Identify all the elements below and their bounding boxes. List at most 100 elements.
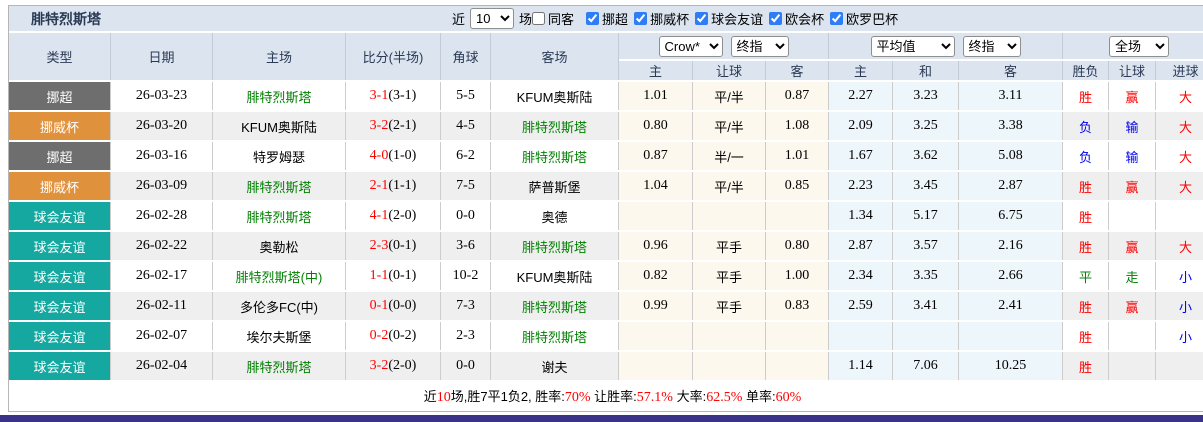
- ah-away-odds: 1.08: [766, 112, 830, 140]
- league-label: 球会友谊: [711, 12, 764, 27]
- eu-home-odds: 2.09: [829, 112, 894, 140]
- ah-away-odds: 0.87: [766, 82, 830, 110]
- score: 0-1(0-0): [346, 292, 441, 320]
- matches-tbody: 挪超 26-03-23 腓特烈斯塔 3-1(3-1) 5-5 KFUM奥斯陆 1.01 平/半…: [9, 82, 1203, 380]
- league-badge: 挪超: [9, 142, 111, 170]
- score: 4-1(2-0): [346, 202, 441, 230]
- score-fulltime: 2-1: [369, 178, 389, 193]
- eu-away-odds: 10.25: [959, 352, 1064, 380]
- result-scope-select[interactable]: 全场: [1109, 35, 1170, 57]
- ah-home-odds: 0.80: [619, 112, 693, 140]
- stat-value: 62.5%: [706, 389, 743, 405]
- league-badge: 球会友谊: [9, 232, 111, 260]
- result-wdl: 胜: [1063, 352, 1110, 380]
- away-team: 腓特烈斯塔: [491, 322, 619, 350]
- league-filter-2[interactable]: 球会友谊: [695, 9, 763, 28]
- league-filter-0[interactable]: 挪超: [586, 9, 628, 28]
- match-row: 挪超 26-03-23 腓特烈斯塔 3-1(3-1) 5-5 KFUM奥斯陆 1.01 平/半…: [9, 82, 1203, 110]
- match-date: 26-02-17: [111, 262, 213, 290]
- eu-away-odds: 5.08: [959, 142, 1064, 170]
- ah-line: 平/半: [693, 112, 766, 140]
- result-handicap: 输: [1109, 112, 1157, 140]
- ah-away-odds: [766, 202, 830, 230]
- home-team: 腓特烈斯塔: [213, 172, 346, 200]
- sub-header-goals: 进球: [1156, 61, 1203, 80]
- asian-odds-time-select[interactable]: 终指: [730, 35, 789, 57]
- stat-label: 单率:: [742, 388, 776, 404]
- ah-home-odds: [619, 202, 693, 230]
- sub-header-ah-line: 让球: [693, 61, 766, 80]
- result-handicap: [1109, 352, 1157, 380]
- league-checkbox[interactable]: [695, 12, 709, 25]
- league-filter-1[interactable]: 挪威杯: [634, 9, 689, 28]
- league-badge: 挪威杯: [9, 112, 111, 140]
- ah-away-odds: 1.01: [766, 142, 830, 170]
- ah-away-odds: [766, 352, 830, 380]
- corners: 4-5: [441, 112, 491, 140]
- ah-home-odds: 1.04: [619, 172, 693, 200]
- away-team: 腓特烈斯塔: [491, 292, 619, 320]
- team-stats-panel: 腓特烈斯塔 近 10 场 同客 挪超 挪威杯 球会友谊 欧会杯 欧罗巴杯: [8, 5, 1203, 412]
- same-away-checkbox[interactable]: [532, 12, 546, 25]
- result-wdl: 负: [1063, 112, 1110, 140]
- result-handicap: 赢: [1109, 232, 1157, 260]
- league-filter-3[interactable]: 欧会杯: [769, 9, 824, 28]
- match-row: 球会友谊 26-02-28 腓特烈斯塔 4-1(2-0) 0-0 奥德 1.34 5.17 6.…: [9, 202, 1203, 230]
- ah-home-odds: 0.82: [619, 262, 693, 290]
- corners: 3-6: [441, 232, 491, 260]
- score-halftime: (2-0): [388, 358, 417, 373]
- score-fulltime: 3-2: [369, 358, 389, 373]
- ah-away-odds: 0.83: [766, 292, 830, 320]
- corners: 0-0: [441, 352, 491, 380]
- asian-odds-source-select[interactable]: Crow*: [658, 35, 723, 57]
- result-handicap: 赢: [1109, 292, 1157, 320]
- eu-home-odds: 1.67: [829, 142, 894, 170]
- eu-home-odds: 1.14: [829, 352, 894, 380]
- sub-header-result: 胜负: [1063, 61, 1110, 80]
- result-goals: 小: [1156, 292, 1203, 320]
- filter-controls: 近 10 场 同客 挪超 挪威杯 球会友谊 欧会杯 欧罗巴杯: [452, 6, 898, 31]
- eu-home-odds: 2.27: [829, 82, 894, 110]
- match-row: 球会友谊 26-02-17 腓特烈斯塔(中) 1-1(0-1) 10-2 KFUM奥斯陆 0…: [9, 262, 1203, 290]
- result-goals: 大: [1156, 112, 1203, 140]
- league-label: 挪超: [602, 12, 629, 27]
- match-row: 球会友谊 26-02-07 埃尔夫斯堡 0-2(0-2) 2-3 腓特烈斯塔胜小: [9, 322, 1203, 350]
- corners: 0-0: [441, 202, 491, 230]
- games-label: 场: [519, 12, 533, 27]
- result-handicap: 赢: [1109, 172, 1157, 200]
- matches-table: 类型 日期 主场 比分(半场) 角球 客场 Crow* 终指: [9, 31, 1203, 411]
- result-wdl: 胜: [1063, 82, 1110, 110]
- sub-header-eu-home: 主: [829, 61, 894, 80]
- stat-value: 70%: [564, 389, 591, 405]
- ah-line: 半/一: [693, 142, 766, 170]
- ah-line: [693, 202, 766, 230]
- match-date: 26-03-16: [111, 142, 213, 170]
- stat-label: 大率:: [672, 388, 707, 404]
- recent-count-select[interactable]: 10: [470, 8, 515, 29]
- result-handicap: 赢: [1109, 82, 1157, 110]
- ah-line: [693, 352, 766, 380]
- home-team: 腓特烈斯塔(中): [213, 262, 346, 290]
- league-checkbox[interactable]: [769, 12, 783, 25]
- league-badge: 挪超: [9, 82, 111, 110]
- league-filter-4[interactable]: 欧罗巴杯: [830, 9, 898, 28]
- match-date: 26-02-22: [111, 232, 213, 260]
- league-checkbox[interactable]: [634, 12, 648, 25]
- league-badge: 挪威杯: [9, 172, 111, 200]
- stat-value: 57.1%: [636, 389, 673, 405]
- euro-odds-source-select[interactable]: 平均值: [870, 35, 955, 57]
- result-goals: 大: [1156, 172, 1203, 200]
- league-checkbox[interactable]: [586, 12, 600, 25]
- result-wdl: 负: [1063, 142, 1110, 170]
- league-checkbox[interactable]: [830, 12, 844, 25]
- euro-odds-time-select[interactable]: 终指: [962, 35, 1021, 57]
- result-goals: [1156, 202, 1203, 230]
- eu-home-odds: 2.34: [829, 262, 894, 290]
- sub-header-ah-away: 客: [766, 61, 830, 80]
- col-header-date: 日期: [111, 33, 213, 80]
- eu-away-odds: 2.16: [959, 232, 1064, 260]
- result-wdl: 胜: [1063, 322, 1110, 350]
- score-halftime: (0-1): [388, 238, 417, 253]
- result-goals: 大: [1156, 232, 1203, 260]
